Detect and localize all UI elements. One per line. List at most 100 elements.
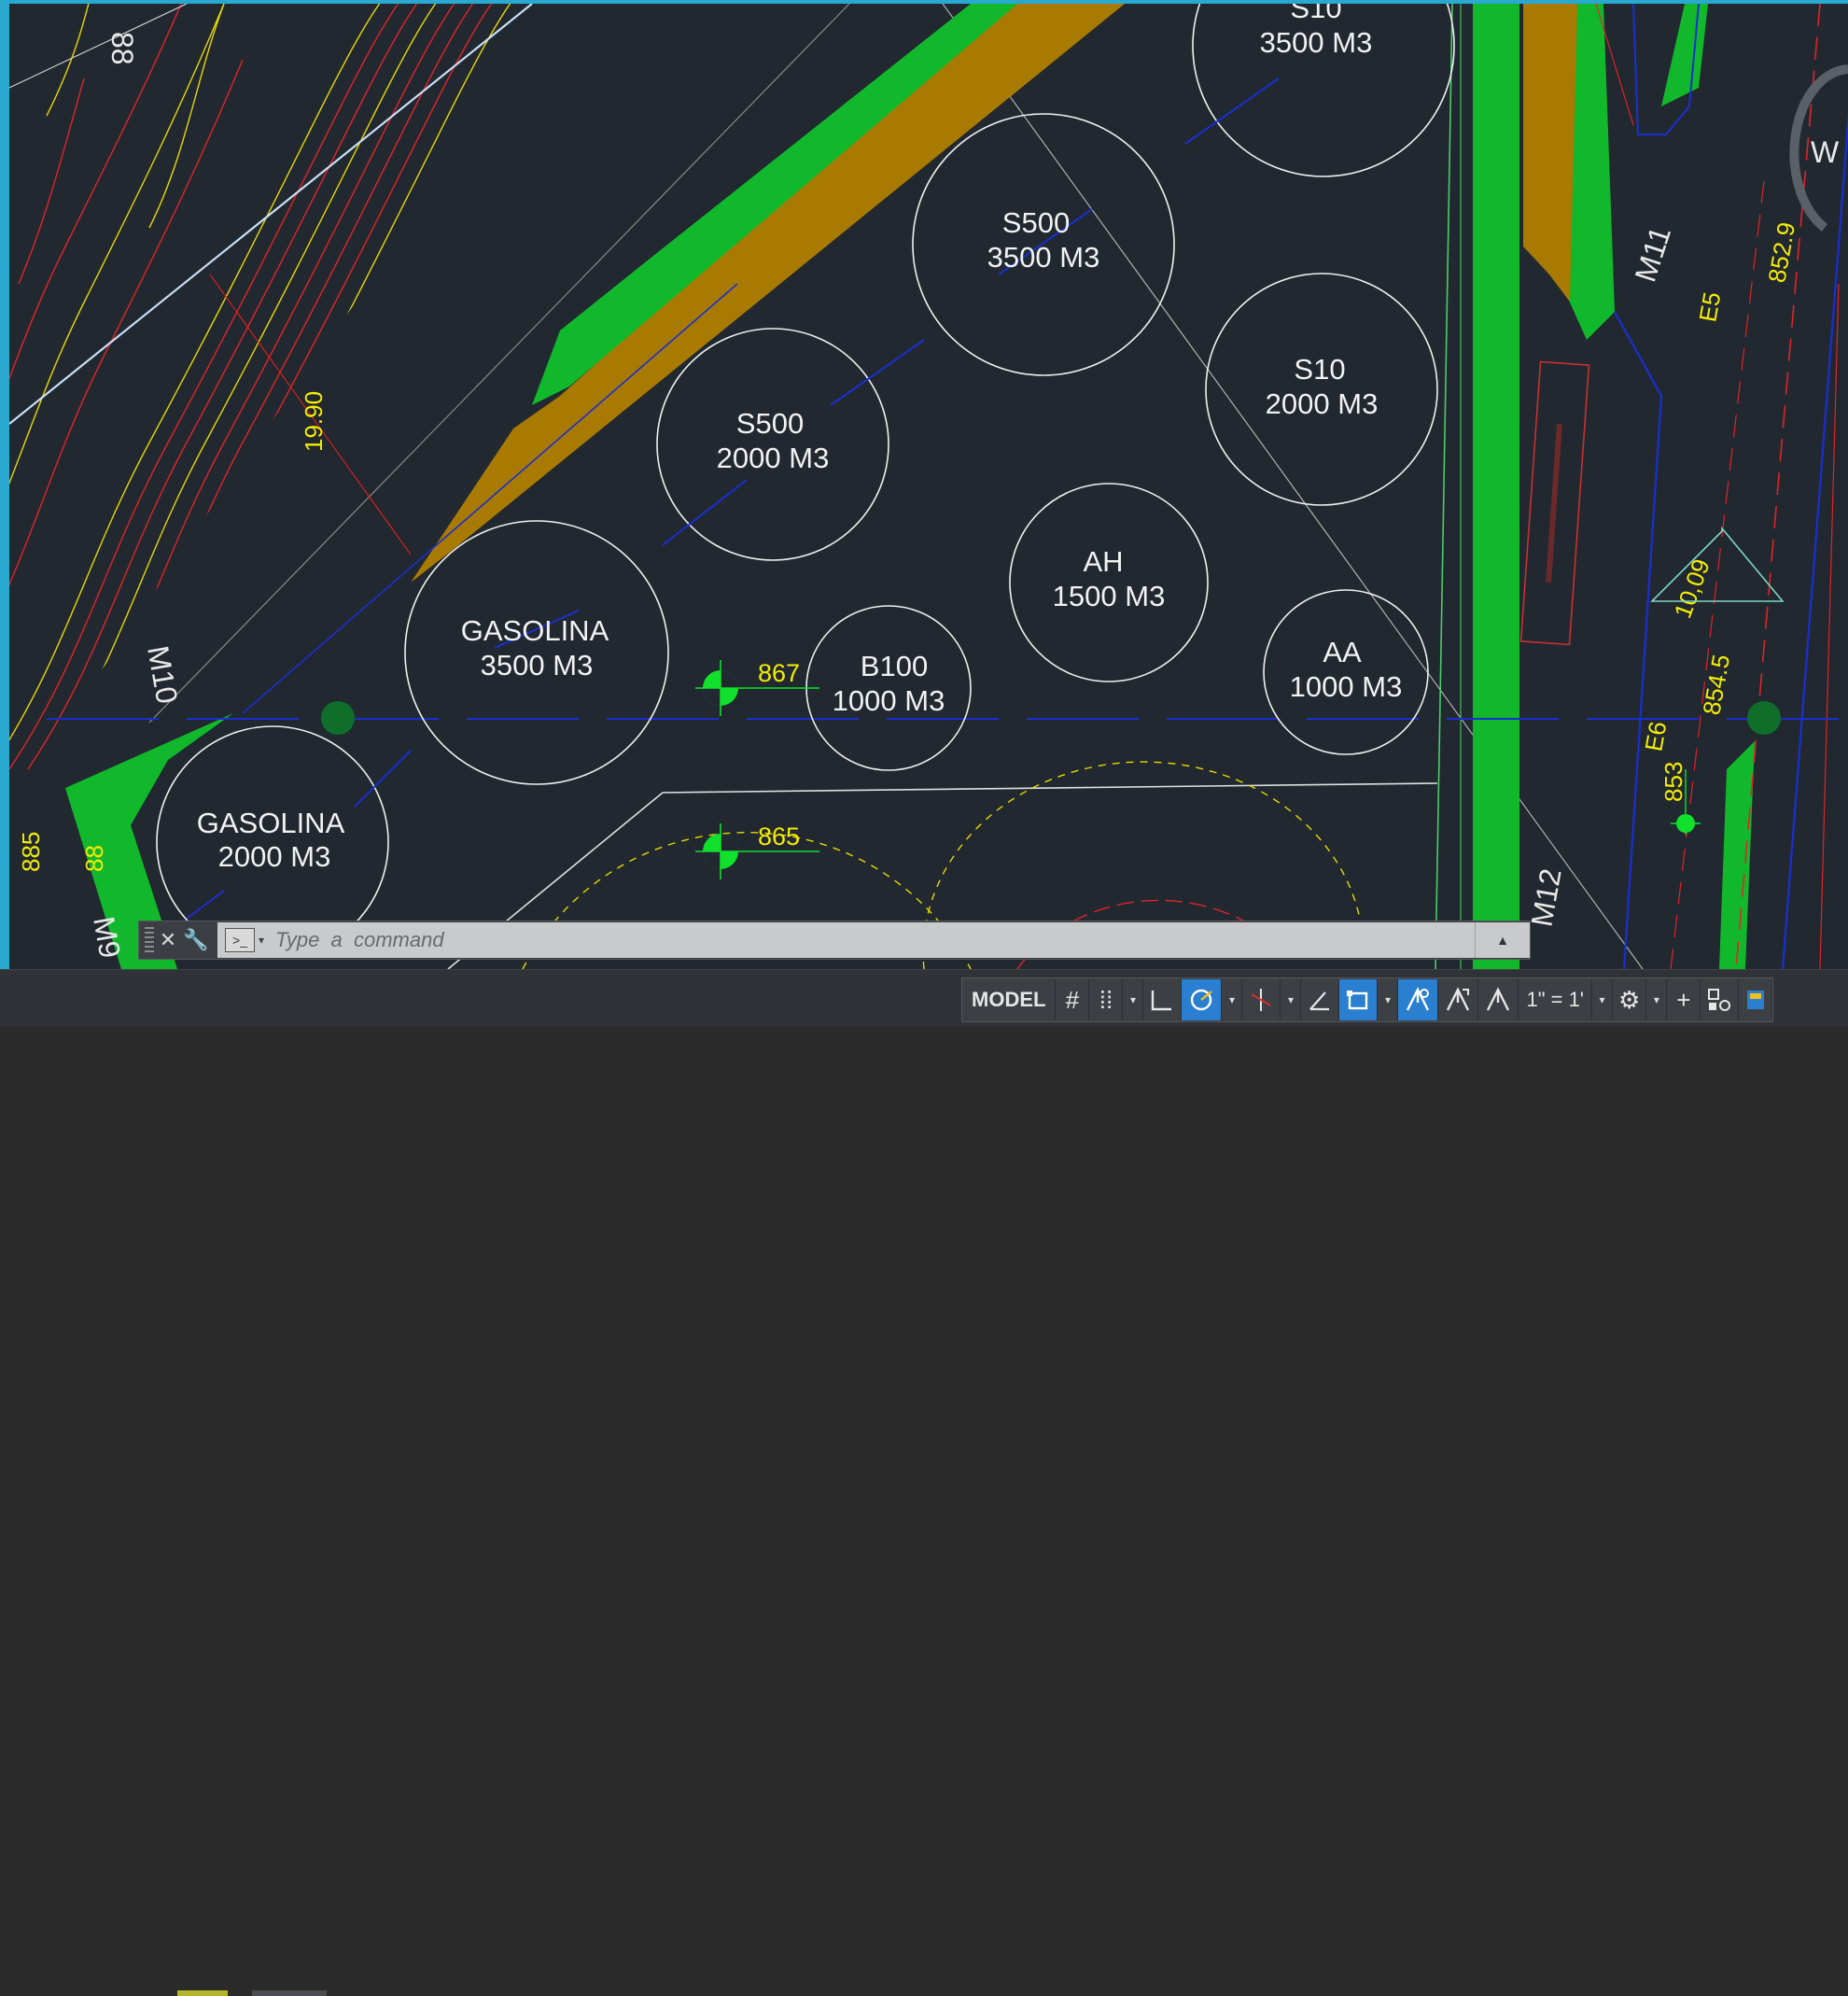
tank-capacity: 1500 M3 (1053, 580, 1166, 612)
object-snap-icon[interactable] (1339, 979, 1379, 1020)
command-input-field[interactable]: >_ ▾ (217, 922, 1475, 958)
object-snap-tracking-icon[interactable] (1301, 979, 1340, 1020)
contour-lines (9, 4, 532, 770)
workspace-icon[interactable] (1739, 979, 1773, 1020)
chevron-down-icon[interactable]: ▾ (1123, 979, 1144, 1020)
annotation-scale-icon[interactable] (1478, 979, 1519, 1020)
marker-label: E6 (1639, 720, 1672, 754)
gear-icon[interactable]: ⚙ (1613, 979, 1647, 1020)
tank-ah-1500[interactable]: AH 1500 M3 (1009, 483, 1209, 682)
layout-tab-indicator[interactable] (177, 1990, 228, 1996)
chevron-down-icon[interactable]: ▾ (1222, 979, 1243, 1020)
contour-label: 885 (17, 832, 45, 872)
tank-gasolina-3500[interactable]: GASOLINA 3500 M3 (404, 520, 669, 785)
isodraft-icon-shape (1251, 989, 1271, 1011)
close-icon[interactable]: ✕ (159, 928, 177, 951)
tank-name: B100 (861, 650, 928, 682)
chevron-down-icon[interactable]: ▾ (1281, 979, 1302, 1020)
tank-name: S500 (1002, 206, 1070, 239)
tank-s10-3500[interactable]: S10 3500 M3 (1184, 4, 1455, 177)
tank-capacity: 2000 M3 (717, 442, 830, 474)
auto-scale-icon[interactable] (1438, 979, 1479, 1020)
polar-tracking-icon-shape (1191, 989, 1213, 1011)
elevation-label: 867 (758, 659, 800, 687)
ortho-mode-icon-shape (1152, 991, 1172, 1011)
drawing-viewport[interactable]: S10 3500 M3 S500 3500 M3 S10 2000 M3 S50… (9, 4, 1848, 969)
station-marker (1671, 769, 1701, 835)
annotation-icon-shape (1407, 987, 1430, 1011)
elevation-marker-865[interactable]: 865 (695, 822, 819, 879)
chevron-down-icon[interactable]: ▾ (259, 934, 265, 947)
tank-s500-2000[interactable]: S500 2000 M3 (656, 328, 925, 561)
boundary-lines (242, 4, 1848, 969)
annotation-visibility-icon[interactable] (1398, 979, 1439, 1020)
tank-name: S10 (1290, 4, 1341, 24)
legend-rectangle (1519, 360, 1590, 646)
tank-capacity: 2000 M3 (1266, 387, 1379, 420)
contour-label: 88 (80, 845, 108, 872)
status-bar: MODEL # ⁞⁞ ▾ ▾ ▾ ▾ 1" = 1' ▾ (0, 969, 1848, 1996)
command-line-grip-handle[interactable] (145, 927, 154, 953)
tank-capacity: 3500 M3 (481, 649, 594, 682)
annotation-scale-value[interactable]: 1" = 1' (1519, 979, 1593, 1020)
elevation-label: 865 (758, 822, 800, 850)
station-label: 10,09 (1668, 555, 1715, 622)
tank-gasolina-2000[interactable]: GASOLINA 2000 M3 (156, 725, 412, 959)
isolate-objects-icon[interactable] (1701, 979, 1740, 1020)
tank-name: AH (1083, 545, 1123, 578)
wall-label-m11: M11 (1628, 222, 1677, 286)
reference-lines (9, 4, 1644, 969)
plus-icon[interactable]: + (1667, 979, 1701, 1020)
wall-label-m9: M9 (87, 914, 127, 961)
tank-name: GASOLINA (197, 807, 345, 839)
tank-capacity: 2000 M3 (218, 840, 331, 873)
dimension-label: 19.90 (300, 391, 328, 452)
station-label: 853 (1659, 762, 1687, 802)
axis-point (321, 701, 355, 735)
auto-scale-icon-shape (1447, 987, 1470, 1011)
chevron-down-icon[interactable]: ▾ (1592, 979, 1614, 1020)
tank-name: AA (1323, 636, 1362, 668)
tank-capacity: 3500 M3 (987, 241, 1100, 274)
tank-capacity: 1000 M3 (833, 684, 945, 717)
isodraft-icon[interactable] (1242, 979, 1281, 1020)
model-space-button[interactable]: MODEL (962, 979, 1057, 1020)
snap-mode-icon[interactable]: ⁞⁞ (1089, 979, 1124, 1020)
tank-capacity: 1000 M3 (1290, 670, 1403, 703)
annotation-scale-icon-shape (1487, 987, 1510, 1011)
status-bar-tools: MODEL # ⁞⁞ ▾ ▾ ▾ ▾ 1" = 1' ▾ (961, 977, 1774, 1022)
polar-tracking-icon[interactable] (1182, 979, 1223, 1020)
angle-icon-shape (1309, 991, 1330, 1011)
chevron-down-icon[interactable]: ▾ (1646, 979, 1668, 1020)
viewcube-compass-letter[interactable]: W (1811, 135, 1840, 169)
cad-drawing[interactable]: S10 3500 M3 S500 3500 M3 S10 2000 M3 S50… (9, 4, 1848, 969)
wrench-icon[interactable]: 🔧 (183, 928, 209, 951)
tank-name: GASOLINA (461, 614, 609, 647)
legend-text-block (1546, 423, 1562, 583)
viewcube-ring[interactable] (1789, 64, 1848, 232)
axis-point (1747, 701, 1781, 735)
command-line[interactable]: ✕ 🔧 >_ ▾ ▲ (138, 921, 1531, 960)
layout-tab-indicator[interactable] (252, 1990, 327, 1996)
wall-label-m10: M10 (141, 643, 184, 707)
wall-label-m12: M12 (1524, 866, 1567, 930)
elevation-marker-867[interactable]: 867 (695, 659, 819, 716)
ortho-mode-icon[interactable] (1143, 979, 1183, 1020)
command-prompt-icon[interactable]: >_ (225, 928, 255, 952)
tank-capacity: 3500 M3 (1260, 26, 1373, 59)
marker-label: E5 (1693, 290, 1726, 325)
grid-label-88: 88 (105, 32, 139, 65)
station-label: 854.5 (1697, 653, 1735, 717)
tank-name: S500 (736, 407, 804, 440)
command-history-button[interactable]: ▲ (1475, 922, 1530, 958)
triangle-marker (1650, 526, 1785, 602)
tank-s10-2000[interactable]: S10 2000 M3 (1205, 273, 1438, 506)
command-input[interactable] (273, 923, 1475, 957)
tank-aa-1000[interactable]: AA 1000 M3 (1263, 589, 1429, 755)
tank-b100-1000[interactable]: B100 1000 M3 (805, 605, 972, 771)
isolate-icon-shape (1708, 989, 1731, 1011)
grid-icon[interactable]: # (1056, 979, 1090, 1020)
chevron-down-icon[interactable]: ▾ (1378, 979, 1399, 1020)
station-label: 852.9 (1762, 220, 1800, 285)
tank-s500-3500[interactable]: S500 3500 M3 (912, 113, 1175, 376)
